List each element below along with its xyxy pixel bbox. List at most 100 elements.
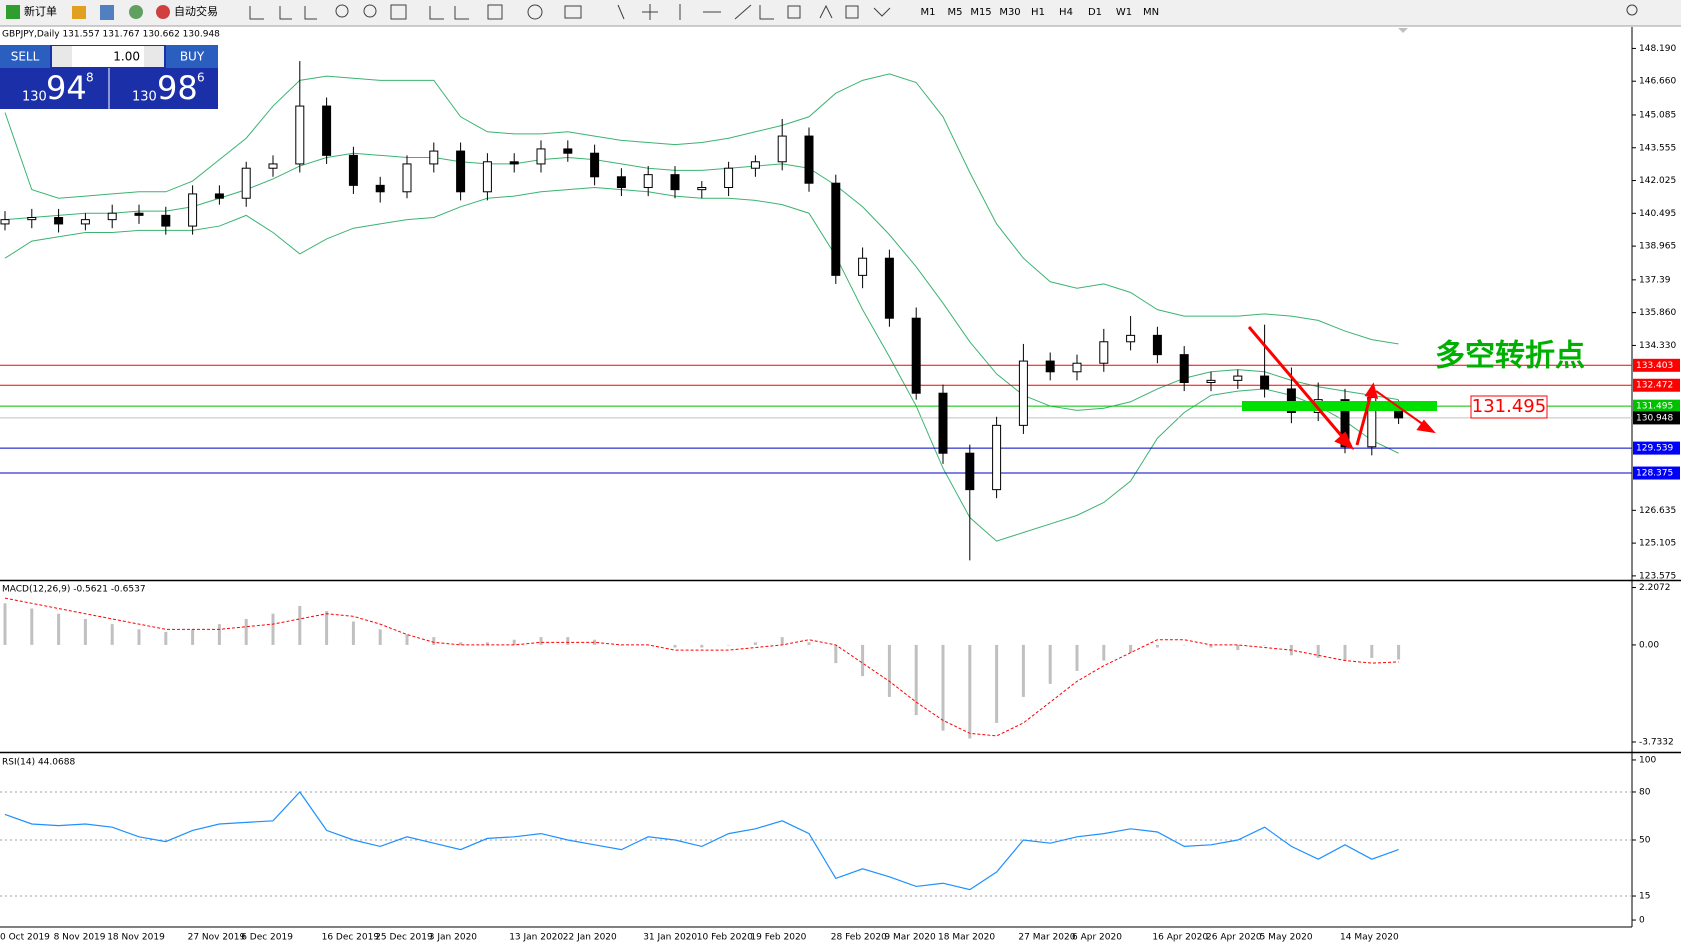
icon[interactable] [363,4,377,18]
candle-body [1126,334,1136,343]
macd-bar [1236,644,1240,651]
candle-body [1206,379,1216,384]
candle-body [590,152,600,178]
auto-trading-button[interactable]: 自动交易 [156,4,218,19]
x-tick-label: 28 Feb 2020 [831,933,887,943]
candle-body [456,150,466,193]
macd-bar [244,618,248,645]
macd-bar [1316,644,1320,658]
buy-price-pips[interactable]: 98 [157,69,198,107]
candle-body [1018,360,1028,426]
y-tick-label: 135.860 [1639,308,1676,318]
icon [6,5,20,19]
buy-price-big[interactable]: 130 [132,90,157,105]
candle-body [107,212,117,221]
level-marker [1242,401,1437,411]
macd-bar [593,639,597,645]
candle-body [992,424,1002,491]
x-tick-label: 8 Nov 2019 [54,933,106,943]
candle-body [322,105,332,156]
candle-body [777,135,787,163]
macd-bar [861,644,865,677]
trend-arrows [1247,326,1436,450]
candle-body [1233,375,1243,381]
candle-body [1340,399,1350,448]
lot-down[interactable] [52,46,72,67]
candle-body [54,217,64,225]
chart-window [0,27,1681,946]
y-tick-label: 140.495 [1639,209,1676,219]
x-tick-label: 9 Mar 2020 [884,933,936,943]
icon[interactable] [527,4,543,20]
candle-body [670,174,680,191]
macd-bar [968,644,972,739]
macd-bar [1048,644,1052,684]
y-tick-label: 148.190 [1639,44,1676,54]
candle-body [268,163,278,169]
macd-title: MACD(12,26,9) -0.5621 -0.6537 [2,585,146,595]
y-tick-label: 125.105 [1639,539,1676,549]
icon[interactable] [72,6,86,19]
timeframe-button[interactable]: MN [1143,7,1159,18]
sell-price-pips[interactable]: 94 [46,69,87,107]
candle-body [188,193,198,227]
buy-price-point[interactable]: 6 [197,71,205,85]
x-tick-label: 6 Dec 2019 [241,933,293,943]
icon[interactable] [390,4,407,20]
sell-price-big[interactable]: 130 [22,90,47,105]
chart-title: GBPJPY,Daily 131.557 131.767 130.662 130… [2,30,220,40]
candle-body [697,187,707,191]
timeframe-button[interactable]: M1 [921,7,936,18]
y-tick-label: 143.555 [1639,143,1676,153]
timeframe-button[interactable]: H1 [1031,7,1045,18]
arrow [1355,393,1373,446]
y-tick-label: 138.965 [1639,242,1676,252]
macd-bar [1129,644,1133,653]
candle-body [563,148,573,154]
timeframe-button[interactable]: M15 [970,7,991,18]
icon[interactable] [819,4,891,19]
macd-bar [753,642,757,645]
level-label-box [1633,411,1680,425]
icon[interactable] [617,4,801,20]
level-label-box [1633,378,1680,392]
timeframe-button[interactable]: M30 [999,7,1020,18]
macd-bar [485,642,489,645]
lot-input[interactable] [72,46,144,67]
timeframe-button[interactable]: W1 [1116,7,1132,18]
icon[interactable] [249,6,317,20]
x-tick-label: 3 Jan 2020 [429,933,477,943]
icon[interactable] [564,5,582,19]
sell-button[interactable]: SELL [0,45,50,68]
buy-button[interactable]: BUY [166,45,218,68]
x-tick-label: 10 Feb 2020 [697,933,753,943]
sell-price-point[interactable]: 8 [86,71,94,85]
buy-label: BUY [180,50,205,64]
icon[interactable] [429,6,469,20]
timeframe-button[interactable]: D1 [1088,7,1102,18]
signal-line [4,597,1399,737]
icon[interactable] [100,5,114,20]
macd-bar [30,608,34,645]
y-tick-label: 100 [1639,755,1656,765]
candle-body [831,182,841,276]
icon[interactable] [129,5,143,19]
macd-bar [405,634,409,645]
candle-body [161,214,171,227]
new-order-button[interactable]: 新订单 [6,4,57,19]
timeframe-button[interactable]: H4 [1059,7,1073,18]
lot-up[interactable] [144,46,164,67]
x-tick-label: 6 Apr 2020 [1072,933,1122,943]
macd-bar [432,637,436,645]
timeframe-button[interactable]: M5 [948,7,963,18]
macd-bar [1397,644,1401,660]
y-tick-label: 137.39 [1639,275,1671,285]
candle-body [858,257,868,276]
x-tick-label: 5 May 2020 [1260,933,1313,943]
search-icon[interactable] [1626,4,1638,16]
x-tick-label: 14 May 2020 [1340,933,1399,943]
icon[interactable] [487,4,503,20]
icon[interactable] [335,4,349,18]
macd-bar [1021,644,1025,697]
